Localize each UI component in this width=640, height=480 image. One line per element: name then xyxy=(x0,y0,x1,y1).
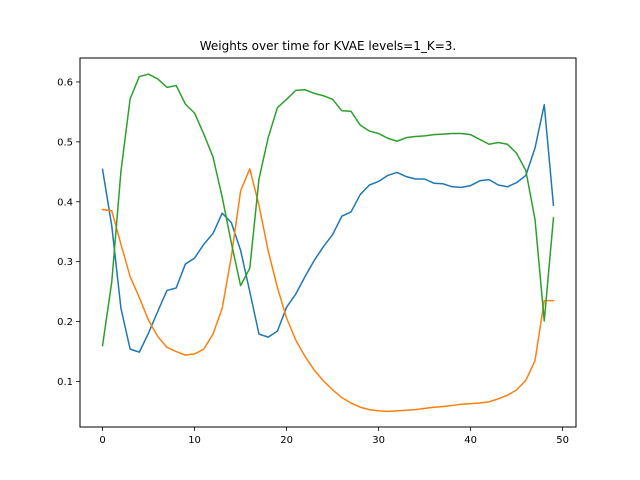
y-tick-label: 0.6 xyxy=(57,77,73,88)
y-tick-label: 0.4 xyxy=(57,197,73,208)
plot-frame xyxy=(79,57,577,428)
series-layer xyxy=(101,73,555,413)
series-line-3 xyxy=(101,73,555,347)
y-tick-label: 0.1 xyxy=(57,377,73,388)
x-tick-label: 50 xyxy=(556,435,569,446)
y-axis-ticks: 0.1 0.2 0.3 0.4 0.5 0.6 xyxy=(57,77,80,388)
x-tick-label: 20 xyxy=(280,435,293,446)
series-line-2 xyxy=(101,168,555,413)
series-line-1 xyxy=(101,103,555,353)
y-tick-label: 0.3 xyxy=(57,257,73,268)
y-tick-label: 0.5 xyxy=(57,137,73,148)
y-tick-label: 0.2 xyxy=(57,317,73,328)
x-tick-label: 40 xyxy=(464,435,477,446)
x-tick-label: 30 xyxy=(372,435,385,446)
x-axis-ticks: 0 10 20 30 40 50 xyxy=(99,427,569,446)
chart-title: Weights over time for KVAE levels=1_K=3. xyxy=(200,39,456,53)
x-tick-label: 10 xyxy=(188,435,201,446)
x-tick-label: 0 xyxy=(99,435,105,446)
